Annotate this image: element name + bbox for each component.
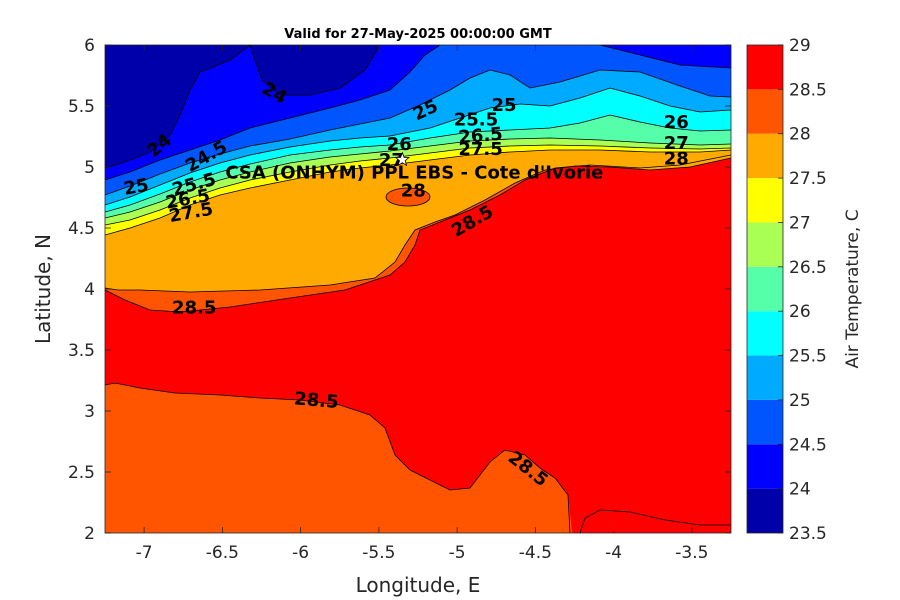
- colorbar-swatch: [747, 488, 783, 533]
- band-28-28.5-lower: [105, 383, 572, 533]
- colorbar-tick-label: 27: [789, 213, 811, 233]
- colorbar-swatch: [747, 311, 783, 356]
- colorbar-tick-label: 29: [789, 36, 811, 56]
- site-star-icon: [394, 151, 411, 167]
- y-tick-label: 5: [84, 158, 95, 178]
- colorbar-tick-label: 27.5: [789, 169, 827, 189]
- contour-label: 28: [664, 149, 689, 170]
- contour-26: [105, 114, 731, 213]
- site-label: CSA (ONHYM) PPL EBS - Cote d'Ivorie: [225, 163, 603, 184]
- contour-label: 28.5: [293, 388, 339, 413]
- contour-27.5: [105, 149, 731, 236]
- colorbar-tick-label: 28: [789, 125, 811, 145]
- band-26.5-27: [105, 138, 731, 225]
- contour-label: 25: [492, 95, 517, 116]
- contour-label: 25.5: [454, 110, 498, 131]
- colorbar-swatch: [747, 399, 783, 445]
- colorbar-tick-label: 25.5: [789, 347, 827, 367]
- contour-24-west: [105, 45, 251, 169]
- colorbar-tick-label: 26: [789, 302, 811, 322]
- site-marker-group: CSA (ONHYM) PPL EBS - Cote d'Ivorie: [225, 151, 603, 184]
- colorbar-swatch: [747, 222, 783, 267]
- y-tick-label: 4: [84, 280, 95, 300]
- colorbar-swatch: [747, 355, 783, 400]
- colorbar-tick-label: 24.5: [789, 435, 827, 455]
- colorbar-tick-label: 25: [789, 391, 811, 411]
- x-tick-label: -3.5: [675, 543, 708, 563]
- y-tick-label: 6: [84, 36, 95, 56]
- colorbar-swatch: [747, 45, 783, 90]
- y-tick-label: 2.5: [68, 463, 95, 483]
- contour-label: 28: [401, 180, 426, 201]
- band-24.5-25: [105, 45, 731, 195]
- contour-28-island: [385, 187, 431, 207]
- contour-24.5: [105, 45, 731, 181]
- x-tick-label: -5: [449, 543, 466, 563]
- x-tick-label: -7: [136, 543, 153, 563]
- contour-26.5: [105, 137, 731, 219]
- y-axis-title: Latitude, N: [31, 234, 55, 344]
- x-tick-label: -5.5: [362, 543, 395, 563]
- band-25-25.5: [105, 70, 731, 205]
- contour-label: 26: [664, 112, 689, 133]
- colorbar-tick-label: 28.5: [789, 80, 827, 100]
- colorbar-swatch: [747, 133, 783, 179]
- contour-label: 25: [122, 175, 150, 200]
- colorbar-title: Air Temperature, C: [843, 209, 863, 368]
- contour-28.5-lower: [105, 382, 571, 533]
- y-axis: 2 2.5 3 3.5 4 4.5 5 5.5 6: [68, 36, 731, 544]
- colorbar-swatch: [747, 444, 783, 489]
- y-tick-label: 2: [84, 524, 95, 544]
- contour-25.5: [105, 87, 731, 206]
- contour-28.5-se: [579, 509, 731, 533]
- x-tick-label: -4.5: [519, 543, 552, 563]
- contour-label: 28.5: [172, 298, 216, 319]
- contour-25: [105, 69, 731, 196]
- colorbar: 23.5 24 24.5 25 25.5 26 26.5 27 27.5 28 28.5 29: [746, 36, 827, 544]
- colorbar-frame: [746, 44, 784, 534]
- colorbar-tick-label: 23.5: [789, 524, 827, 544]
- contour-28: [105, 157, 731, 293]
- colorbar-tick-label: 24: [789, 480, 811, 500]
- band-25.5-26: [105, 88, 731, 212]
- band-23.5-24-west: [105, 45, 250, 168]
- contour-24-north: [249, 45, 381, 96]
- colorbar-swatch: [747, 266, 783, 312]
- contour-label: 26: [387, 134, 412, 155]
- x-tick-label: -4: [605, 543, 622, 563]
- x-axis: -7 -6.5 -6 -5.5 -5 -4.5 -4 -3.5: [136, 45, 708, 563]
- band-27-27.5: [105, 145, 731, 235]
- x-axis-title: Longitude, E: [356, 573, 481, 597]
- band-28.5-29: [105, 155, 731, 533]
- colorbar-swatch: [747, 178, 783, 223]
- island-28: [386, 188, 430, 206]
- contour-label: 26.5: [458, 124, 504, 149]
- y-tick-label: 4.5: [68, 219, 95, 239]
- colorbar-tick-label: 26.5: [789, 258, 827, 278]
- contour-label: 27: [664, 133, 689, 154]
- x-tick-label: -6.5: [206, 543, 239, 563]
- contour-label: 27.5: [458, 139, 502, 160]
- contour-27: [105, 144, 731, 226]
- colorbar-swatch: [747, 89, 783, 134]
- chart-title: Valid for 27-May-2025 00:00:00 GMT: [284, 27, 552, 42]
- y-tick-label: 5.5: [68, 97, 95, 117]
- x-tick-label: -6: [292, 543, 309, 563]
- y-tick-label: 3.5: [68, 341, 95, 361]
- contour-label: 27: [379, 150, 404, 171]
- y-tick-label: 3: [84, 402, 95, 422]
- band-27.5-28: [105, 150, 731, 292]
